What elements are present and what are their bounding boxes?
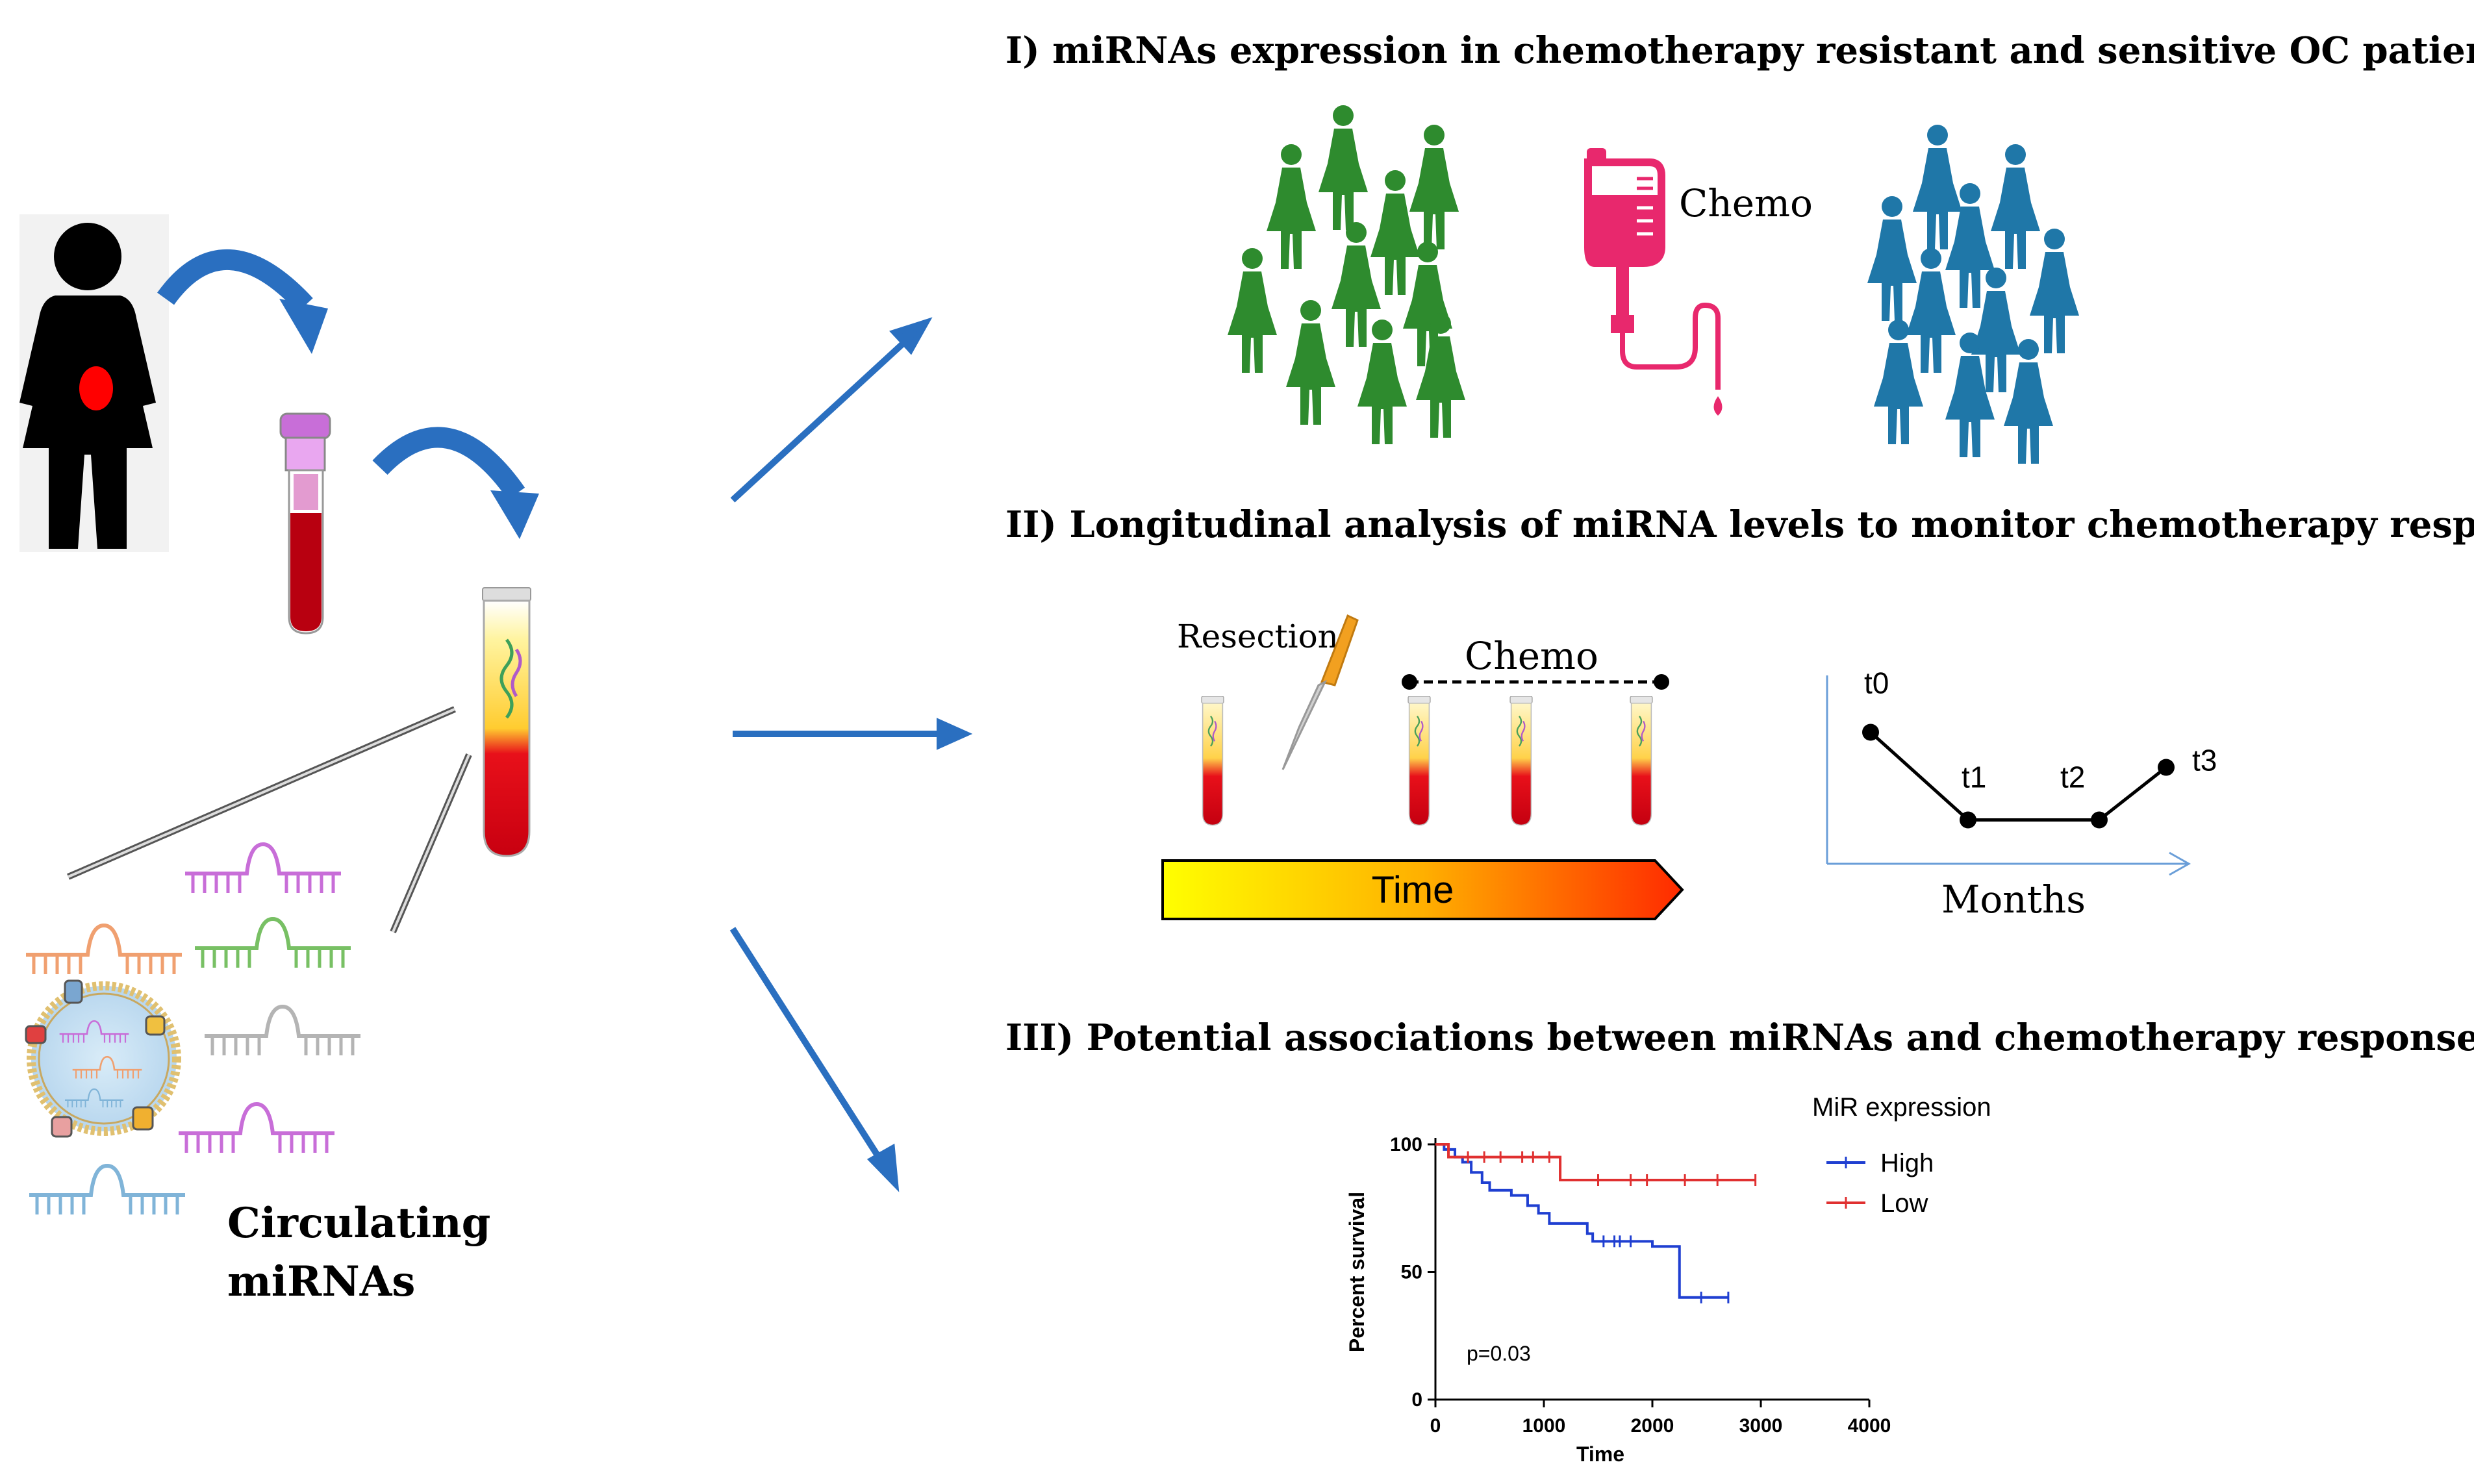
sensitive-patient-group — [1867, 125, 2079, 464]
woman-silhouette-icon — [19, 214, 169, 552]
arrow-to-section1 — [730, 335, 912, 503]
time-arrow: Time — [1161, 859, 1684, 920]
mirna-icon — [205, 1007, 360, 1055]
centrifuged-blood-tube-icon — [482, 587, 531, 857]
p-value-annotation: p=0.03 — [1467, 1342, 1531, 1365]
mirnas-label: miRNAs — [227, 1257, 415, 1306]
timepoint-dot — [1862, 723, 1879, 741]
arrow-to-section3 — [729, 927, 887, 1166]
y-axis-label: Percent survival — [1345, 1192, 1369, 1352]
person-icon — [1370, 170, 1420, 295]
person-icon — [1228, 248, 1277, 373]
person-icon — [1991, 144, 2040, 269]
section1-title: I) miRNAs expression in chemotherapy res… — [1005, 29, 2474, 72]
x-tick-label: 0 — [1430, 1415, 1441, 1437]
timepoint-dot — [2158, 759, 2175, 776]
blood-tube-icon — [1200, 696, 1225, 826]
timepoint-dot — [2091, 811, 2108, 829]
legend-title: MiR expression — [1812, 1093, 1991, 1122]
curved-arrow-icon — [157, 249, 328, 354]
person-icon — [1286, 300, 1335, 425]
timepoint-label: t2 — [2060, 761, 2085, 794]
chemo-period-label: Chemo — [1465, 634, 1598, 678]
legend-label: High — [1880, 1149, 1934, 1177]
x-tick-label: 2000 — [1631, 1415, 1674, 1437]
x-axis-arrow-icon — [2169, 851, 2191, 876]
chemo-label: Chemo — [1679, 181, 1813, 225]
branch-arrows — [729, 317, 973, 1192]
period-start-dot — [1402, 674, 1417, 690]
mirna-icon — [185, 844, 341, 893]
timepoint-label: t3 — [2192, 744, 2217, 777]
y-tick-label: 0 — [1411, 1389, 1422, 1411]
curved-arrow-icon — [372, 427, 539, 539]
period-end-dot — [1654, 674, 1669, 690]
time-label: Time — [1372, 869, 1454, 911]
km-curve-low — [1435, 1143, 1756, 1182]
section2-title: II) Longitudinal analysis of miRNA level… — [1005, 503, 2474, 546]
kaplan-meier-chart: 0 1000 2000 3000 4000 0 50 100 Time Percent survi… — [1345, 1093, 1991, 1466]
blood-tube-icon — [1629, 696, 1654, 826]
mirna-icon — [29, 1166, 185, 1214]
mirna-icon — [195, 919, 351, 968]
person-icon — [1913, 125, 1962, 249]
person-icon — [1867, 196, 1917, 321]
km-curve-high — [1435, 1143, 1728, 1299]
longitudinal-mini-plot: t0 t1 t2 t3 Months — [1826, 666, 2217, 922]
timepoint-label: t0 — [1864, 666, 1889, 700]
mirna-icon — [26, 925, 182, 974]
timepoint-dot — [1960, 811, 1976, 829]
person-icon — [1874, 320, 1923, 444]
sample-tubes — [1200, 696, 1654, 826]
arrow-head-icon — [937, 718, 973, 750]
circulating-label: Circulating — [227, 1199, 490, 1248]
months-label: Months — [1941, 877, 2086, 922]
chemo-period-line — [1402, 674, 1669, 690]
resection-label: Resection — [1177, 618, 1339, 655]
person-icon — [1267, 144, 1316, 269]
y-tick-label: 100 — [1390, 1134, 1422, 1155]
arrow-head-icon — [889, 317, 933, 355]
blood-tube-icon — [1509, 696, 1534, 826]
resistant-patient-group — [1228, 105, 1465, 444]
person-icon — [2004, 339, 2053, 464]
person-icon — [1319, 105, 1368, 230]
x-tick-label: 4000 — [1848, 1415, 1891, 1437]
scalpel-icon — [1281, 614, 1359, 770]
blood-tube-icon — [1407, 696, 1432, 826]
blood-collection-tube-icon — [279, 412, 331, 635]
y-tick-label: 50 — [1401, 1262, 1422, 1283]
mirna-level-line — [1869, 731, 2167, 822]
iv-chemo-bag-icon — [1584, 148, 1723, 416]
arrow-head-icon — [866, 1143, 900, 1192]
x-axis-label: Time — [1576, 1442, 1624, 1466]
person-icon — [1409, 125, 1459, 249]
zoom-lines — [67, 706, 472, 933]
tumor-icon — [79, 366, 113, 410]
timepoint-label: t1 — [1962, 761, 1986, 794]
legend-label: Low — [1880, 1189, 1928, 1218]
mirna-icon — [179, 1104, 334, 1153]
person-icon — [2030, 229, 2079, 353]
x-tick-label: 3000 — [1739, 1415, 1783, 1437]
x-tick-label: 1000 — [1522, 1415, 1566, 1437]
exosome-vesicle-icon — [25, 979, 181, 1138]
section3-title: III) Potential associations between miRN… — [1005, 1016, 2474, 1059]
